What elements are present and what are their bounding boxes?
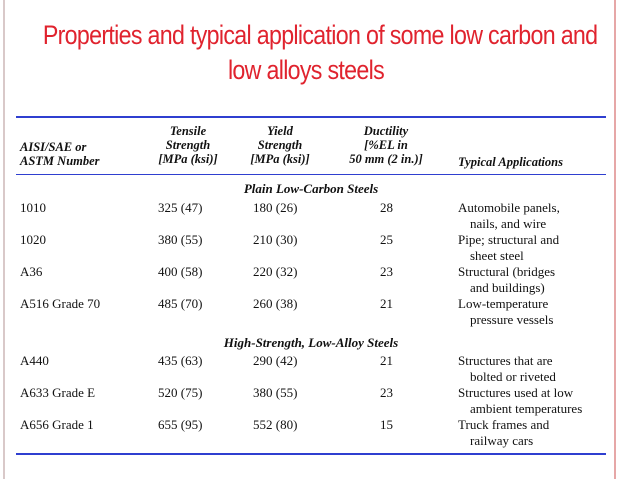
table-bottom-rule: [16, 453, 606, 455]
cell-ductility: 23: [380, 264, 393, 279]
page-border-left: [3, 0, 5, 479]
cell-ductility: 21: [380, 353, 393, 368]
page-border-right: [614, 0, 616, 479]
cell-ductility: 23: [380, 385, 393, 400]
cell-designation: A633 Grade E: [20, 385, 96, 400]
cell-designation: A440: [20, 353, 49, 368]
cell-tensile: 520 (75): [158, 385, 203, 400]
cell-yield: 210 (30): [253, 232, 298, 247]
cell-ductility: 28: [380, 200, 393, 215]
cell-application: Pipe; structural and sheet steel: [458, 232, 560, 263]
cell-application: Structural (bridges and buildings): [458, 264, 556, 295]
cell-ductility: 21: [380, 296, 393, 311]
title-line-2: low alloys steels: [227, 55, 385, 85]
page-title: Properties and typical application of so…: [42, 18, 598, 88]
title-line-1: Properties and typical application of so…: [42, 20, 598, 50]
header-ductility: Ductility [%EL in 50 mm (2 in.)]: [349, 124, 423, 166]
header-applications: Typical Applications: [458, 155, 563, 169]
header-tensile: Tensile Strength [MPa (ksi)]: [158, 124, 218, 166]
cell-yield: 220 (32): [253, 264, 298, 279]
cell-designation: 1010: [20, 200, 46, 215]
cell-tensile: 435 (63): [158, 353, 203, 368]
cell-ductility: 25: [380, 232, 393, 247]
header-yield: Yield Strength [MPa (ksi)]: [250, 124, 310, 166]
cell-application: Truck frames and railway cars: [458, 417, 550, 448]
cell-designation: A36: [20, 264, 43, 279]
cell-application: Low-temperature pressure vessels: [458, 296, 554, 327]
cell-tensile: 655 (95): [158, 417, 203, 432]
cell-designation: 1020: [20, 232, 46, 247]
cell-designation: A516 Grade 70: [20, 296, 101, 311]
cell-yield: 180 (26): [253, 200, 298, 215]
cell-ductility: 15: [380, 417, 393, 432]
cell-application: Structures that are bolted or riveted: [458, 353, 556, 384]
cell-designation: A656 Grade 1: [20, 417, 94, 432]
section-title: Plain Low-Carbon Steels: [243, 181, 379, 196]
cell-tensile: 325 (47): [158, 200, 203, 215]
header-designation: AISI/SAE or ASTM Number: [20, 140, 100, 168]
table-top-rule: [16, 116, 606, 118]
cell-yield: 552 (80): [253, 417, 298, 432]
cell-tensile: 485 (70): [158, 296, 203, 311]
cell-tensile: 400 (58): [158, 264, 203, 279]
cell-yield: 290 (42): [253, 353, 298, 368]
header-bottom-rule: [16, 174, 606, 175]
cell-yield: 380 (55): [253, 385, 298, 400]
cell-application: Structures used at low ambient temperatu…: [458, 385, 583, 416]
cell-yield: 260 (38): [253, 296, 298, 311]
cell-application: Automobile panels, nails, and wire: [458, 200, 560, 231]
section-title: High-Strength, Low-Alloy Steels: [223, 335, 399, 350]
cell-tensile: 380 (55): [158, 232, 203, 247]
